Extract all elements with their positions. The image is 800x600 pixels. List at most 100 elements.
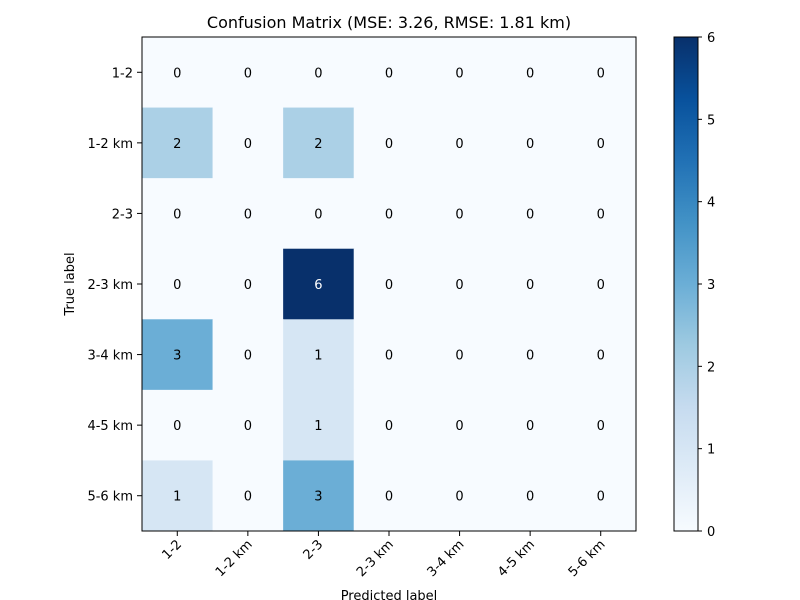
heatmap-cell (353, 319, 425, 391)
heatmap-cell (212, 107, 284, 179)
cell-value: 1 (314, 349, 322, 364)
heatmap-cell (283, 319, 355, 391)
cell-value: 0 (455, 419, 463, 434)
heatmap-cell (353, 178, 425, 250)
heatmap-cell (353, 248, 425, 320)
x-axis-label: Predicted label (341, 589, 438, 600)
colorbar-tick-label: 2 (707, 360, 715, 375)
heatmap-cells (142, 37, 637, 532)
cell-value: 0 (597, 137, 605, 152)
cell-value: 2 (314, 137, 322, 152)
cell-value: 0 (455, 490, 463, 505)
heatmap-cell (494, 248, 566, 320)
cell-value: 0 (314, 66, 322, 81)
heatmap-cell (283, 107, 355, 179)
heatmap-cell (353, 389, 425, 461)
heatmap-cell (212, 389, 284, 461)
cell-value: 0 (455, 137, 463, 152)
cell-value: 0 (385, 207, 393, 222)
heatmap-cell (353, 37, 425, 109)
heatmap-cell (565, 460, 637, 532)
cell-value: 1 (173, 490, 181, 505)
colorbar-tick-label: 1 (707, 443, 715, 458)
heatmap-cell (142, 107, 214, 179)
cell-value: 0 (455, 278, 463, 293)
cell-value: 0 (597, 207, 605, 222)
heatmap-cell (494, 319, 566, 391)
cell-value: 0 (385, 278, 393, 293)
heatmap-cell (494, 178, 566, 250)
heatmap-cell (353, 107, 425, 179)
cell-value: 0 (597, 490, 605, 505)
cell-value: 0 (385, 490, 393, 505)
heatmap-cell (212, 248, 284, 320)
heatmap-cell (142, 248, 214, 320)
heatmap-cell (565, 37, 637, 109)
heatmap-cell (424, 107, 496, 179)
cell-value: 0 (526, 278, 534, 293)
cell-value: 0 (385, 66, 393, 81)
heatmap-cell (565, 319, 637, 391)
y-axis-label: True label (63, 252, 78, 316)
colorbar (673, 36, 699, 532)
cell-value: 0 (455, 207, 463, 222)
y-tick-label: 2-3 km (87, 278, 133, 293)
cell-value: 0 (526, 137, 534, 152)
heatmap-cell (142, 319, 214, 391)
heatmap-cell (283, 389, 355, 461)
colorbar-tick-label: 0 (707, 525, 715, 540)
heatmap-cell (283, 178, 355, 250)
cell-annotations: 0 0 0 0 0 0 0 2 0 2 0 0 0 0 0 0 0 0 0 0 0 0 0 6 0 0 0 0 3 0 1 0 0 0 0 0 0 1 0 0… (173, 66, 605, 504)
heatmap-cell (142, 178, 214, 250)
cell-value: 0 (526, 490, 534, 505)
cell-value: 0 (597, 349, 605, 364)
cell-value: 6 (314, 278, 322, 293)
heatmap-cell (283, 248, 355, 320)
colorbar-ticks: 0 1 2 3 4 5 6 (698, 31, 715, 540)
chart-title: Confusion Matrix (MSE: 3.26, RMSE: 1.81 … (207, 13, 571, 32)
heatmap-cell (353, 460, 425, 532)
cell-value: 0 (385, 419, 393, 434)
heatmap-cell (424, 178, 496, 250)
cell-value: 0 (244, 419, 252, 434)
cell-value: 0 (244, 66, 252, 81)
cell-value: 2 (173, 137, 181, 152)
y-tick-label: 1-2 km (87, 137, 133, 152)
cell-value: 0 (173, 66, 181, 81)
heatmap-cell (565, 178, 637, 250)
cell-value: 0 (173, 419, 181, 434)
heatmap-cell (424, 37, 496, 109)
cell-value: 3 (314, 490, 322, 505)
heatmap-cell (424, 389, 496, 461)
heatmap-cell (142, 460, 214, 532)
cell-value: 0 (244, 207, 252, 222)
cell-value: 0 (526, 66, 534, 81)
heatmap-cell (424, 460, 496, 532)
heatmap-cell (212, 178, 284, 250)
y-tick-label: 4-5 km (87, 419, 133, 434)
heatmap-cell (565, 389, 637, 461)
cell-value: 0 (244, 349, 252, 364)
heatmap-cell (494, 37, 566, 109)
heatmap-cell (494, 389, 566, 461)
cell-value: 0 (244, 137, 252, 152)
heatmap-cell (212, 460, 284, 532)
y-tick-label: 2-3 (112, 207, 133, 222)
heatmap-cell (424, 319, 496, 391)
cell-value: 0 (597, 419, 605, 434)
cell-value: 0 (173, 207, 181, 222)
heatmap-cell (565, 107, 637, 179)
cell-value: 0 (385, 349, 393, 364)
heatmap-cell (142, 37, 214, 109)
cell-value: 0 (385, 137, 393, 152)
colorbar-tick-label: 4 (707, 196, 715, 211)
cell-value: 1 (314, 419, 322, 434)
cell-value: 0 (244, 490, 252, 505)
heatmap-cell (494, 107, 566, 179)
colorbar-tick-label: 3 (707, 278, 715, 293)
y-tick-label: 3-4 km (87, 349, 133, 364)
cell-value: 0 (314, 207, 322, 222)
colorbar-tick-label: 5 (707, 113, 715, 128)
cell-value: 0 (526, 349, 534, 364)
